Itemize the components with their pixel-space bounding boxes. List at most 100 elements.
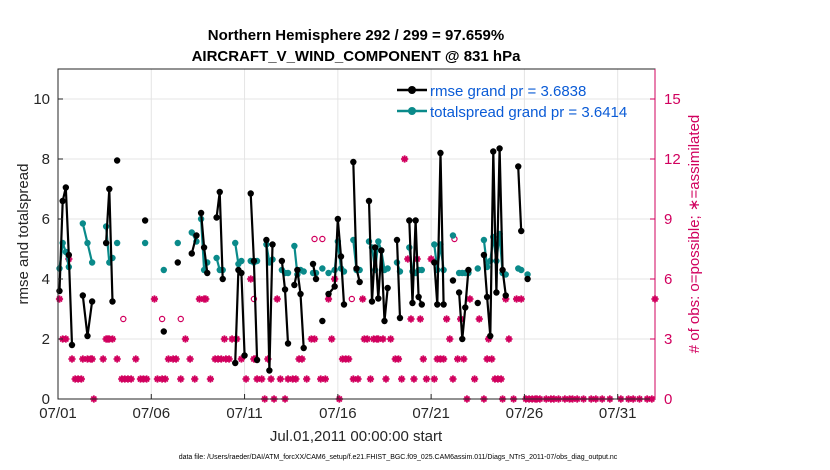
obs-assimilated-point: [398, 375, 406, 383]
obs-assimilated-point: [292, 375, 300, 383]
rmse-point: [300, 344, 307, 352]
obs-assimilated-point: [181, 335, 190, 343]
obs-assimilated-point: [454, 355, 462, 363]
y-tick-label: 6: [42, 211, 50, 228]
rmse-line: [458, 269, 470, 341]
axes-layer: 07/01 07/06 07/11 07/16 07/21 07/26 07/31 0 2 4 6 8…: [33, 69, 681, 422]
spread-point: [284, 269, 292, 277]
footer-datafile: data file: /Users/raeder/DAI/ATM_forcXX/…: [179, 454, 618, 461]
rmse-point: [440, 301, 447, 308]
rmse-point: [502, 292, 509, 299]
obs-possible-point: [120, 315, 127, 323]
obs-assimilated-point: [177, 375, 185, 383]
spread-point: [291, 242, 298, 250]
rmse-point: [204, 269, 211, 277]
rmse-point: [393, 236, 401, 244]
y2-tick-label: 0: [664, 391, 672, 408]
obs-assimilated-point: [446, 335, 454, 343]
rmse-point: [278, 257, 286, 265]
rmse-point: [294, 266, 301, 274]
spread-point: [300, 268, 307, 275]
obs-assimilated-point: [153, 375, 162, 383]
rmse-point: [337, 253, 345, 260]
legend-rmse-label: rmse grand pr = 3.6838: [430, 83, 586, 100]
rmse-point: [219, 275, 226, 283]
rmse-line: [408, 219, 423, 305]
obs-assimilated-point: [517, 295, 525, 303]
rmse-line: [327, 217, 346, 305]
spread-point: [174, 239, 181, 247]
rmse-point: [465, 266, 472, 274]
obs-assimilated-point: [195, 295, 204, 303]
rmse-point: [312, 275, 320, 283]
rmse-point: [68, 341, 76, 349]
spread-point: [375, 238, 382, 245]
obs-assimilated-point: [430, 375, 438, 383]
rmse-point: [356, 278, 363, 286]
rmse-point: [375, 295, 382, 302]
rmse-point: [415, 293, 422, 301]
obs-assimilated-point: [217, 355, 225, 363]
obs-assimilated-point: [419, 355, 427, 363]
obs-assimilated-point: [345, 355, 353, 363]
spread-point: [524, 271, 531, 278]
obs-possible-point: [319, 235, 326, 243]
rmse-point: [459, 335, 466, 343]
rmse-point: [412, 217, 419, 224]
rmse-point: [113, 157, 121, 164]
obs-assimilated-point: [242, 375, 250, 383]
rmse-point: [418, 301, 425, 308]
rmse-point: [524, 275, 531, 283]
rmse-point: [325, 290, 332, 298]
obs-assimilated-point: [366, 375, 375, 383]
obs-assimilated-point: [191, 375, 199, 383]
obs-assimilated-point: [407, 315, 415, 323]
rmse-point: [487, 332, 494, 340]
obs-assimilated-point: [220, 335, 229, 343]
rmse-point: [483, 293, 491, 301]
rmse-point: [263, 236, 270, 244]
rmse-point: [200, 244, 208, 251]
obs-assimilated-point: [88, 355, 96, 363]
rmse-point: [253, 356, 261, 364]
obs-assimilated-point: [387, 335, 395, 343]
rmse-point: [378, 247, 385, 254]
rmse-point: [480, 251, 488, 259]
rmse-point: [109, 298, 116, 305]
obs-assimilated-point: [317, 375, 325, 383]
rmse-point: [431, 259, 438, 266]
y2-tick-label: 6: [664, 271, 672, 288]
rmse-point: [434, 301, 441, 308]
obs-assimilated-point: [354, 375, 362, 383]
spread-point: [319, 265, 326, 272]
rmse-point: [490, 148, 497, 155]
rmse-point: [188, 250, 195, 257]
spread-point: [232, 239, 239, 247]
obs-assimilated-point: [303, 375, 311, 383]
y2-axis-label: # of obs: o=possible; ∗=assimilated: [686, 115, 703, 354]
obs-assimilated-point: [225, 355, 233, 363]
x-axis-label: Jul.01,2011 00:00:00 start: [270, 428, 443, 445]
rmse-line: [352, 161, 361, 283]
obs-assimilated-point: [443, 315, 451, 323]
obs-assimilated-point: [404, 255, 412, 263]
rmse-point: [232, 359, 239, 367]
rmse-point: [474, 299, 481, 307]
obs-assimilated-point: [488, 355, 496, 363]
rmse-point: [59, 197, 66, 205]
series-layer: [55, 145, 659, 403]
obs-assimilated-point: [460, 355, 468, 363]
obs-assimilated-point: [206, 375, 215, 383]
obs-assimilated-point: [363, 335, 371, 343]
obs-assimilated-point: [273, 295, 281, 303]
legend-spread-marker: [408, 107, 416, 115]
rmse-point: [241, 352, 248, 359]
rmse-line: [433, 151, 445, 306]
obs-possible-point: [177, 315, 184, 323]
obs-assimilated-point: [328, 335, 336, 343]
x-tick-label: 07/21: [412, 405, 450, 422]
rmse-point: [409, 299, 416, 307]
rmse-point: [213, 214, 220, 221]
rmse-line: [293, 268, 305, 349]
rmse-point: [368, 298, 376, 305]
